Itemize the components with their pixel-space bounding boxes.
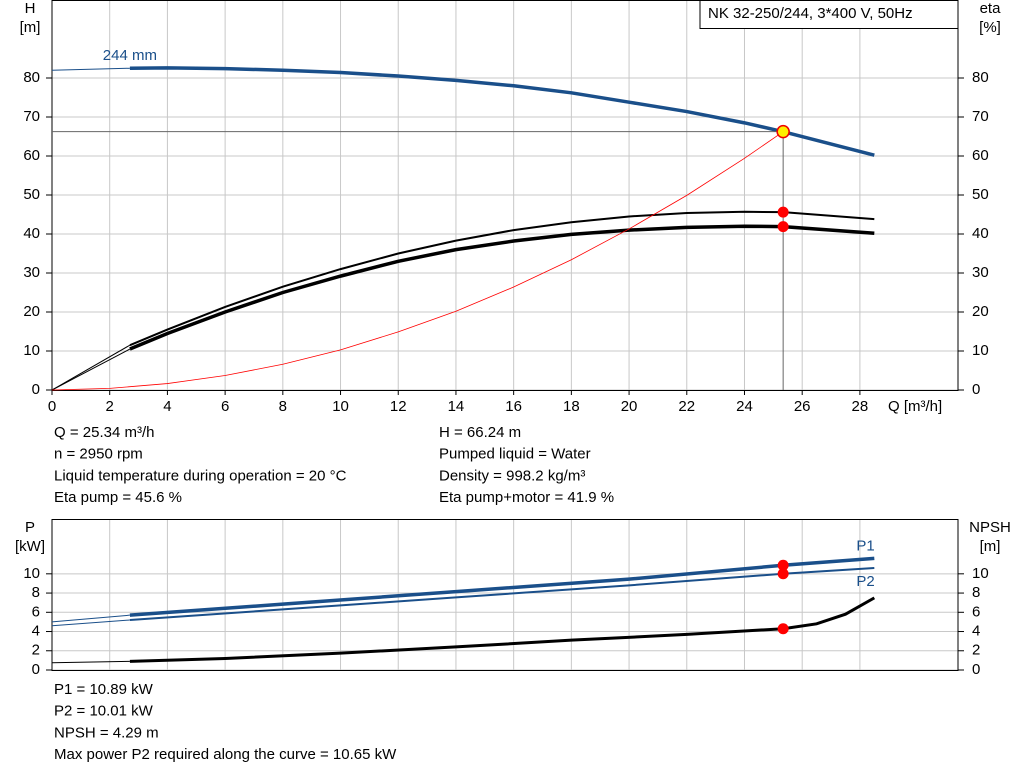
info-text: P2 = 10.01 kW [54, 703, 154, 720]
y2-axis-unit: [m] [980, 538, 1001, 555]
operating-point [777, 623, 789, 635]
x-tick-label: 24 [736, 398, 753, 415]
x-axis-label: Q [m³/h] [888, 398, 942, 415]
info-text: Max power P2 required along the curve = … [54, 746, 397, 763]
y2-tick-label: 40 [972, 225, 989, 242]
x-tick-label: 28 [852, 398, 869, 415]
curve [51, 344, 131, 391]
info-text: n = 2950 rpm [54, 446, 143, 463]
y-tick-label: 10 [23, 565, 40, 582]
curve-label: P1 [856, 537, 874, 554]
y-tick-label: 10 [23, 342, 40, 359]
x-tick-label: 4 [163, 398, 171, 415]
curve [129, 596, 876, 663]
y2-tick-label: 10 [972, 342, 989, 359]
info-text: H = 66.24 m [439, 424, 521, 441]
x-tick-label: 22 [678, 398, 695, 415]
y2-tick-label: 2 [972, 642, 980, 659]
y2-axis-label: eta [980, 0, 1002, 17]
y-tick-label: 40 [23, 225, 40, 242]
curve [51, 619, 130, 627]
info-text: NPSH = 4.29 m [54, 724, 159, 741]
y2-tick-label: 0 [972, 381, 980, 398]
curve-label: P2 [856, 573, 874, 590]
y-axis-unit: [m] [20, 19, 41, 36]
curve [129, 66, 875, 157]
y2-tick-label: 60 [972, 147, 989, 164]
x-tick-label: 16 [505, 398, 522, 415]
info-text: Eta pump = 45.6 % [54, 489, 182, 506]
y2-tick-label: 30 [972, 264, 989, 281]
curve [129, 556, 875, 617]
x-tick-label: 8 [279, 398, 287, 415]
x-tick-label: 6 [221, 398, 229, 415]
y2-tick-label: 10 [972, 565, 989, 582]
y-tick-label: 50 [23, 186, 40, 203]
x-tick-label: 12 [390, 398, 407, 415]
operating-point [777, 206, 789, 218]
y-axis-label: H [25, 0, 36, 17]
curve [51, 67, 130, 71]
x-tick-label: 20 [621, 398, 638, 415]
y-tick-label: 6 [32, 603, 40, 620]
y2-tick-label: 0 [972, 661, 980, 678]
x-tick-label: 2 [106, 398, 114, 415]
y-tick-label: 0 [32, 381, 40, 398]
y-tick-label: 80 [23, 69, 40, 86]
operating-point [777, 559, 789, 571]
y2-tick-label: 20 [972, 303, 989, 320]
y2-tick-label: 8 [972, 584, 980, 601]
curve [51, 614, 130, 623]
y-tick-label: 8 [32, 584, 40, 601]
info-text: P1 = 10.89 kW [54, 681, 154, 698]
info-text: Pumped liquid = Water [439, 446, 591, 463]
x-tick-label: 18 [563, 398, 580, 415]
curve [129, 224, 875, 351]
x-tick-label: 10 [332, 398, 349, 415]
y2-axis-unit: [%] [979, 19, 1001, 36]
curve [51, 131, 784, 391]
info-text: Q = 25.34 m³/h [54, 424, 154, 441]
y2-tick-label: 6 [972, 603, 980, 620]
operating-point [777, 568, 789, 580]
y-axis-label: P [25, 519, 35, 536]
plot-frame [51, 519, 959, 671]
y-tick-label: 70 [23, 108, 40, 125]
y-tick-label: 60 [23, 147, 40, 164]
curve [51, 660, 130, 664]
y-tick-label: 0 [32, 661, 40, 678]
y2-tick-label: 80 [972, 69, 989, 86]
y-tick-label: 4 [32, 622, 40, 639]
y-tick-label: 30 [23, 264, 40, 281]
x-tick-label: 14 [448, 398, 465, 415]
y-tick-label: 2 [32, 642, 40, 659]
info-text: Liquid temperature during operation = 20… [54, 467, 347, 484]
info-text: Density = 998.2 kg/m³ [439, 467, 585, 484]
y-tick-label: 20 [23, 303, 40, 320]
operating-point [777, 221, 789, 233]
curve [129, 567, 875, 621]
curve [129, 210, 875, 347]
y2-axis-label: NPSH [969, 519, 1011, 536]
operating-point [776, 124, 790, 139]
y2-tick-label: 70 [972, 108, 989, 125]
curve-label: 244 mm [103, 47, 157, 64]
y-axis-unit: [kW] [15, 538, 45, 555]
curve [51, 348, 131, 391]
x-tick-label: 0 [48, 398, 56, 415]
title-box [699, 0, 959, 29]
x-tick-label: 26 [794, 398, 811, 415]
y2-tick-label: 50 [972, 186, 989, 203]
info-text: Eta pump+motor = 41.9 % [439, 489, 614, 506]
y2-tick-label: 4 [972, 622, 980, 639]
title-box-label: NK 32-250/244, 3*400 V, 50Hz [708, 5, 913, 22]
